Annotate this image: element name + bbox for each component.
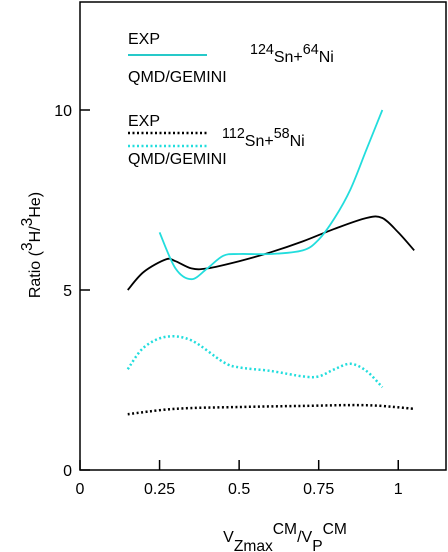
data-line [127, 403, 415, 416]
text-part: CM [273, 521, 297, 538]
data-line [127, 215, 415, 291]
x-tick-label: 0.5 [228, 481, 250, 498]
rich-text: VZmaxCM/VPCM [223, 521, 347, 552]
rich-text: 112Sn+58Ni [222, 126, 305, 150]
y-tick-label: 10 [54, 103, 72, 120]
text-part: 58 [274, 126, 290, 142]
x-tick-label: 0 [76, 481, 85, 498]
text-part: H/ [27, 226, 44, 243]
y-tick-label: 0 [63, 463, 72, 480]
x-tick-label: 0.75 [303, 481, 334, 498]
text-part: /V [297, 529, 312, 546]
text-part: Sn+ [274, 49, 303, 66]
rich-text: Ratio (3H/3He) [19, 192, 45, 298]
rich-text: 124Sn+64Ni [250, 42, 334, 66]
text-part: 124 [250, 42, 274, 58]
text-part: V [223, 529, 234, 546]
legend-label: EXP [128, 113, 160, 130]
text-part: P [312, 538, 322, 552]
text-part: 3 [19, 242, 36, 251]
text-part: Zmax [234, 538, 273, 552]
legend-label: EXP [128, 31, 160, 48]
data-line [126, 335, 384, 389]
text-part: CM [323, 521, 347, 538]
x-tick-label: 0.25 [144, 481, 175, 498]
text-part: Sn+ [245, 133, 274, 150]
data-line [158, 109, 384, 281]
text-part: 112 [222, 126, 245, 142]
text-part: 64 [303, 42, 319, 58]
plot-frame [79, 1, 447, 471]
text-part: Ni [290, 133, 305, 150]
text-part: He) [27, 192, 44, 218]
text-part: Ratio ( [27, 250, 44, 298]
legend-label: QMD/GEMINI [128, 69, 227, 86]
text-part: Ni [319, 49, 334, 66]
text-part: 3 [19, 218, 36, 227]
legend-label: QMD/GEMINI [128, 151, 227, 168]
y-tick-label: 5 [63, 283, 72, 300]
x-tick-label: 1 [394, 481, 403, 498]
